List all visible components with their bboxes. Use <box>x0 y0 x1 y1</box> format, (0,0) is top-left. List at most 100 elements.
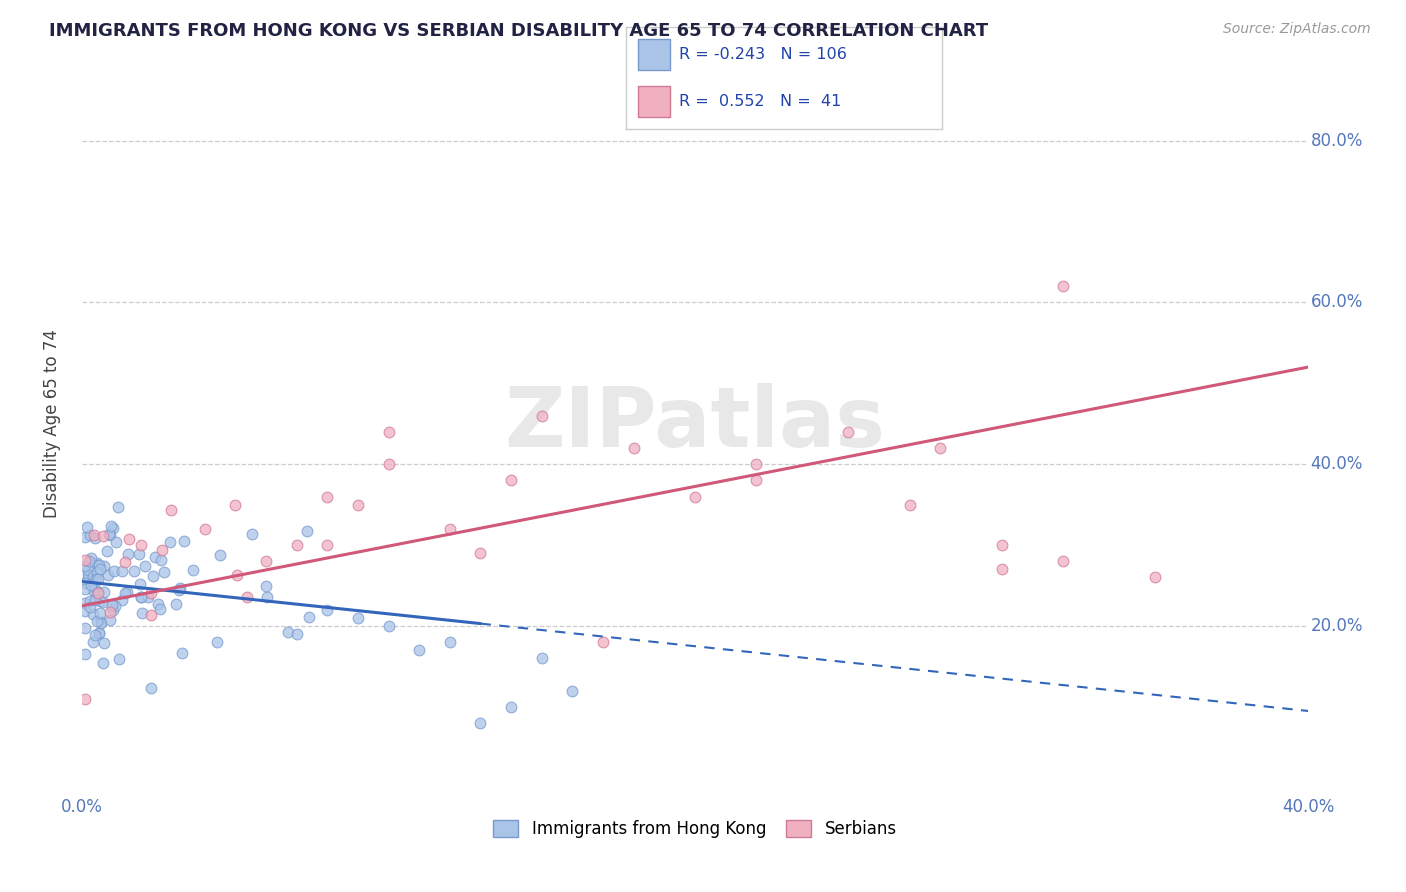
Point <box>129 590 152 604</box>
Text: ZIPatlas: ZIPatlas <box>505 384 886 464</box>
Point <box>1143 570 1166 584</box>
Point <box>84 572 107 586</box>
Point <box>104 599 127 614</box>
Point <box>160 502 183 516</box>
Point <box>316 603 339 617</box>
Point <box>128 547 150 561</box>
Point <box>592 635 614 649</box>
Text: IMMIGRANTS FROM HONG KONG VS SERBIAN DISABILITY AGE 65 TO 74 CORRELATION CHART: IMMIGRANTS FROM HONG KONG VS SERBIAN DIS… <box>49 22 988 40</box>
Point <box>93 529 115 543</box>
Point <box>83 579 105 593</box>
Legend: Immigrants from Hong Kong, Serbians: Immigrants from Hong Kong, Serbians <box>486 814 904 845</box>
Point <box>167 582 190 597</box>
Point <box>285 627 308 641</box>
Point <box>87 585 110 599</box>
Point <box>501 700 523 714</box>
Point <box>82 582 104 597</box>
Point <box>285 538 308 552</box>
Point <box>295 524 318 538</box>
Point <box>86 558 108 573</box>
Point <box>73 582 96 596</box>
Point <box>79 593 101 607</box>
Point <box>118 532 141 546</box>
Point <box>84 586 107 600</box>
Point <box>226 568 249 582</box>
Point <box>240 527 263 541</box>
Point <box>73 692 96 706</box>
Point <box>103 564 125 578</box>
Point <box>79 599 101 614</box>
Point <box>139 586 162 600</box>
Point <box>89 593 111 607</box>
Point <box>91 595 114 609</box>
Point <box>254 554 277 568</box>
Point <box>172 646 194 660</box>
Point <box>108 652 131 666</box>
Point <box>745 474 768 488</box>
Point <box>990 562 1012 576</box>
Point <box>103 521 125 535</box>
Point <box>87 625 110 640</box>
Point <box>98 527 121 541</box>
Point <box>173 534 195 549</box>
Point <box>82 607 104 621</box>
Point <box>439 635 461 649</box>
Point <box>145 549 167 564</box>
Point <box>129 591 152 605</box>
FancyBboxPatch shape <box>638 87 669 117</box>
Text: 60.0%: 60.0% <box>1310 293 1362 311</box>
Point <box>122 564 145 578</box>
Point <box>83 528 105 542</box>
Point <box>114 555 136 569</box>
Point <box>87 586 110 600</box>
Point <box>149 602 172 616</box>
Point <box>111 593 134 607</box>
Text: 80.0%: 80.0% <box>1310 131 1362 150</box>
Y-axis label: Disability Age 65 to 74: Disability Age 65 to 74 <box>44 329 60 518</box>
Point <box>111 564 134 578</box>
Point <box>115 584 138 599</box>
Point <box>76 520 98 534</box>
Point <box>98 606 121 620</box>
Point <box>134 559 156 574</box>
Point <box>183 563 205 577</box>
Point <box>530 651 553 665</box>
Point <box>93 635 115 649</box>
Point <box>990 538 1012 552</box>
Point <box>150 543 173 558</box>
Point <box>316 538 339 552</box>
Point <box>96 544 118 558</box>
Point <box>84 593 107 607</box>
Point <box>129 539 152 553</box>
Point <box>97 568 120 582</box>
Point <box>80 551 103 566</box>
Point <box>408 643 430 657</box>
Point <box>73 553 96 567</box>
Point <box>73 559 96 574</box>
Point <box>150 553 173 567</box>
Point <box>470 716 492 731</box>
Point <box>80 578 103 592</box>
Point <box>1052 279 1074 293</box>
Point <box>77 567 100 582</box>
FancyBboxPatch shape <box>638 39 669 70</box>
Point <box>79 528 101 542</box>
Point <box>76 570 98 584</box>
Point <box>377 619 399 633</box>
Point <box>73 621 96 635</box>
Point <box>93 558 115 573</box>
Point <box>347 498 370 512</box>
Point <box>139 681 162 696</box>
Point <box>86 556 108 570</box>
Point <box>1052 554 1074 568</box>
Text: R = -0.243   N = 106: R = -0.243 N = 106 <box>679 47 848 62</box>
Point <box>209 548 232 562</box>
Point <box>101 598 124 612</box>
Point <box>277 625 299 640</box>
Point <box>470 546 492 560</box>
Point <box>75 604 97 618</box>
Point <box>153 565 176 579</box>
Point <box>148 597 170 611</box>
Point <box>90 616 112 631</box>
Point <box>131 607 153 621</box>
